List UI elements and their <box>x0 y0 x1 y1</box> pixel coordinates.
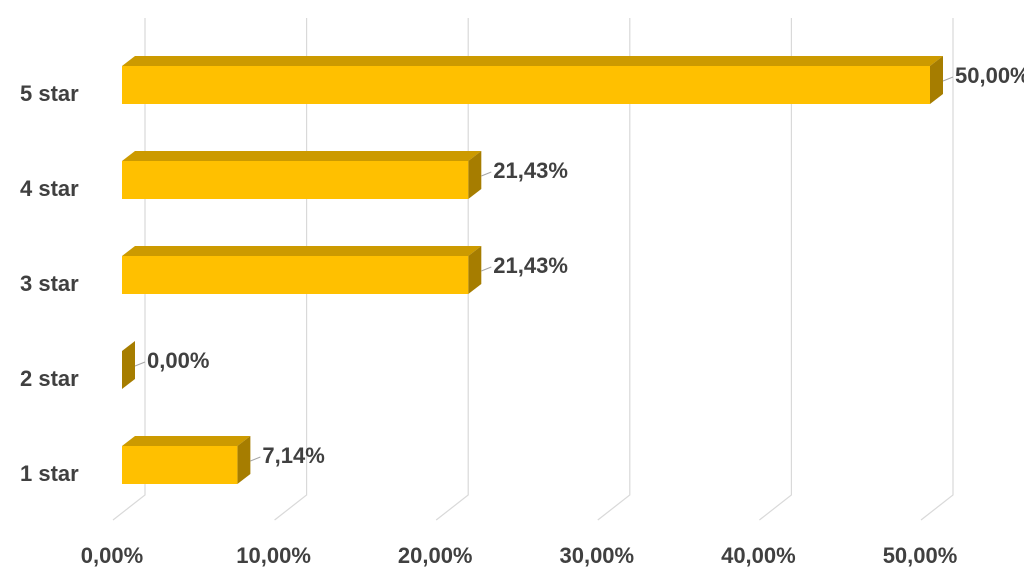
bar-side <box>122 341 135 389</box>
leader-line <box>481 266 492 272</box>
leader-line <box>250 456 261 462</box>
y-tick-label: 4 star <box>20 176 79 201</box>
leader-line <box>134 361 146 367</box>
bar <box>122 256 469 294</box>
bar-side <box>237 436 251 484</box>
bar <box>122 66 930 104</box>
value-label: 50,00% <box>955 63 1024 88</box>
bar <box>122 161 469 199</box>
grid-line <box>920 18 954 521</box>
x-tick-label: 0,00% <box>81 543 143 568</box>
x-tick-label: 40,00% <box>721 543 796 568</box>
x-tick-label: 50,00% <box>883 543 958 568</box>
bar-top <box>122 151 482 161</box>
bar <box>122 446 238 484</box>
x-tick-label: 20,00% <box>398 543 473 568</box>
value-label: 7,14% <box>262 443 324 468</box>
y-tick-label: 5 star <box>20 81 79 106</box>
y-tick-label: 2 star <box>20 366 79 391</box>
bar-side <box>930 56 943 104</box>
value-label: 21,43% <box>493 158 568 183</box>
leader-line <box>942 76 954 82</box>
y-tick-label: 1 star <box>20 461 79 486</box>
value-label: 0,00% <box>147 348 209 373</box>
y-tick-label: 3 star <box>20 271 79 296</box>
bar-top <box>122 56 943 66</box>
bar-top <box>122 246 482 256</box>
bar-side <box>468 151 482 199</box>
leader-line <box>481 171 492 177</box>
grid-line <box>759 18 792 521</box>
bar-top <box>122 436 251 446</box>
bar-side <box>468 246 482 294</box>
x-tick-label: 30,00% <box>559 543 634 568</box>
grid-line <box>597 18 631 521</box>
value-label: 21,43% <box>493 253 568 278</box>
x-tick-label: 10,00% <box>236 543 311 568</box>
